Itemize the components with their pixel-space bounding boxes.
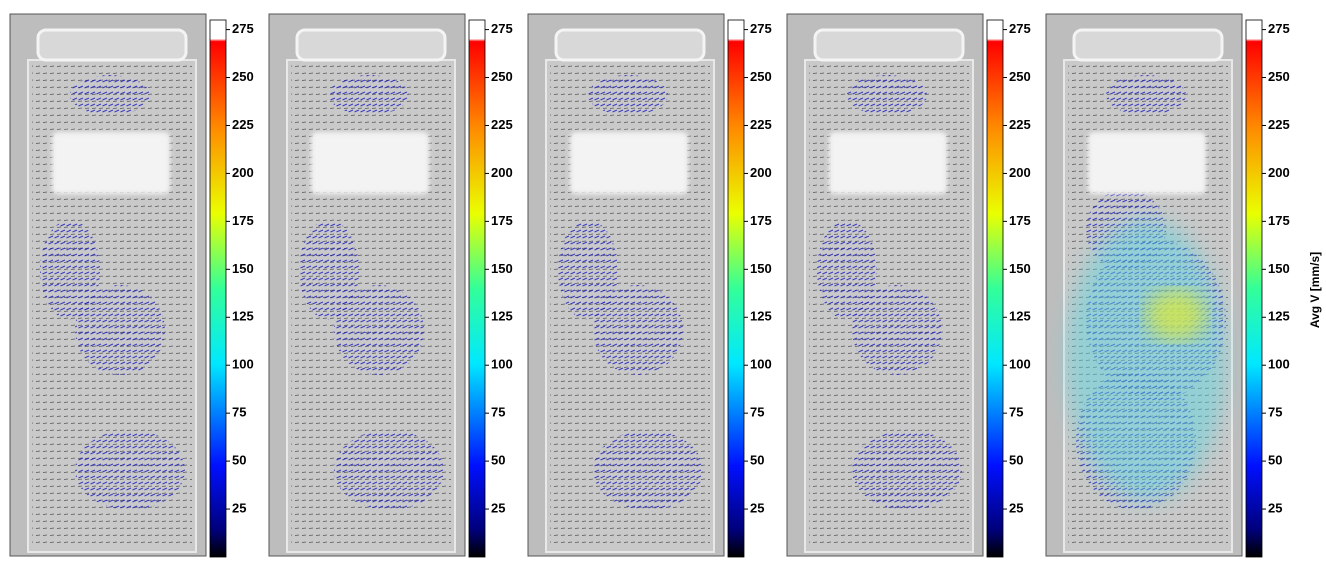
- colorbar-tick-label: 75: [491, 405, 505, 420]
- panel: 25 50 75 100 125 150 175 200 225 250 275: [786, 13, 1031, 558]
- colorbar-tick-label: 250: [750, 69, 772, 84]
- panel: 25 50 75 100 125 150 175 200 225 250 275: [9, 13, 254, 558]
- colorbar-tick-label: 175: [1268, 213, 1290, 228]
- colorbar-tick-label: 200: [232, 165, 254, 180]
- flow-region: [558, 220, 618, 320]
- flow-region: [75, 285, 165, 375]
- stopper: [1088, 132, 1206, 194]
- stopper: [311, 132, 429, 194]
- colorbar: [1245, 19, 1263, 558]
- bottle-neck: [295, 28, 447, 62]
- colorbar-tick-label: 275: [1268, 21, 1290, 36]
- colorbar-tick-label: 275: [232, 21, 254, 36]
- flow-region: [593, 430, 703, 510]
- bottle-neck: [554, 28, 706, 62]
- colorbar-tick-label: 225: [1268, 117, 1290, 132]
- colorbar-tick-label: 150: [750, 261, 772, 276]
- bottle-neck: [36, 28, 188, 62]
- colorbar-tick-label: 175: [491, 213, 513, 228]
- colorbar-tick-label: 225: [491, 117, 513, 132]
- stopper: [52, 132, 170, 194]
- flow-region: [588, 75, 668, 115]
- flow-region: [329, 75, 409, 115]
- colorbar-tick-label: 175: [232, 213, 254, 228]
- colorbar-tick-label: 150: [232, 261, 254, 276]
- bottle-neck: [1072, 28, 1224, 62]
- colorbar: [468, 19, 486, 558]
- colorbar-tick-label: 125: [750, 309, 772, 324]
- colorbar-tick-label: 50: [1268, 453, 1282, 468]
- flow-region: [852, 430, 962, 510]
- colorbar-tick-label: 275: [1009, 21, 1031, 36]
- colorbar-tick-label: 150: [491, 261, 513, 276]
- colorbar-tick-label: 75: [232, 405, 246, 420]
- flow-region: [40, 220, 100, 320]
- panel: 25 50 75 100 125 150 175 200 225 250 275: [1045, 13, 1290, 558]
- stopper: [829, 132, 947, 194]
- colorbar-tick-label: 125: [1268, 309, 1290, 324]
- stopper: [570, 132, 688, 194]
- colorbar-tick-label: 100: [1009, 357, 1031, 372]
- velocity-glow: [1146, 290, 1206, 340]
- colorbar-tick-label: 250: [1009, 69, 1031, 84]
- flow-region: [852, 285, 942, 375]
- colorbar-tick-label: 100: [232, 357, 254, 372]
- flow-region: [70, 75, 150, 115]
- colorbar-tick-label: 225: [1009, 117, 1031, 132]
- colorbar-tick-label: 250: [491, 69, 513, 84]
- colorbar-tick-label: 25: [491, 500, 505, 515]
- colorbar: [209, 19, 227, 558]
- bottle-neck: [813, 28, 965, 62]
- colorbar-tick-label: 75: [1009, 405, 1023, 420]
- colorbar-tick-label: 200: [1009, 165, 1031, 180]
- flow-region: [299, 220, 359, 320]
- colorbar-tick-label: 125: [1009, 309, 1031, 324]
- flow-region: [1106, 75, 1186, 115]
- flow-region: [334, 430, 444, 510]
- colorbar-tick-label: 200: [750, 165, 772, 180]
- flow-region: [334, 285, 424, 375]
- colorbar-tick-label: 125: [491, 309, 513, 324]
- colorbar-tick-label: 100: [1268, 357, 1290, 372]
- flow-region: [847, 75, 927, 115]
- velocity-glow: [1066, 220, 1226, 500]
- colorbar-tick-label: 50: [750, 453, 764, 468]
- colorbar-tick-label: 250: [1268, 69, 1290, 84]
- colorbar-tick-label: 200: [1268, 165, 1290, 180]
- colorbar-tick-label: 225: [232, 117, 254, 132]
- colorbar-tick-label: 150: [1268, 261, 1290, 276]
- flow-region: [817, 220, 877, 320]
- colorbar: [986, 19, 1004, 558]
- colorbar-tick-label: 200: [491, 165, 513, 180]
- colorbar-tick-label: 100: [750, 357, 772, 372]
- colorbar-tick-label: 50: [491, 453, 505, 468]
- colorbar-tick-label: 25: [1009, 500, 1023, 515]
- colorbar-tick-label: 275: [491, 21, 513, 36]
- flow-region: [75, 430, 185, 510]
- colorbar-tick-label: 250: [232, 69, 254, 84]
- colorbar-tick-label: 75: [1268, 405, 1282, 420]
- colorbar-tick-label: 25: [1268, 500, 1282, 515]
- colorbar: [727, 19, 745, 558]
- colorbar-label: Avg V [mm/s]: [1308, 252, 1322, 328]
- colorbar-tick-label: 75: [750, 405, 764, 420]
- colorbar-tick-label: 175: [750, 213, 772, 228]
- colorbar-tick-label: 50: [232, 453, 246, 468]
- colorbar-tick-label: 25: [750, 500, 764, 515]
- panel: 25 50 75 100 125 150 175 200 225 250 275: [527, 13, 772, 558]
- colorbar-tick-label: 125: [232, 309, 254, 324]
- colorbar-tick-label: 225: [750, 117, 772, 132]
- colorbar-tick-label: 25: [232, 500, 246, 515]
- colorbar-tick-label: 175: [1009, 213, 1031, 228]
- colorbar-tick-label: 150: [1009, 261, 1031, 276]
- flow-region: [593, 285, 683, 375]
- colorbar-tick-label: 50: [1009, 453, 1023, 468]
- colorbar-tick-label: 100: [491, 357, 513, 372]
- colorbar-tick-label: 275: [750, 21, 772, 36]
- panel: 25 50 75 100 125 150 175 200 225 250 275: [268, 13, 513, 558]
